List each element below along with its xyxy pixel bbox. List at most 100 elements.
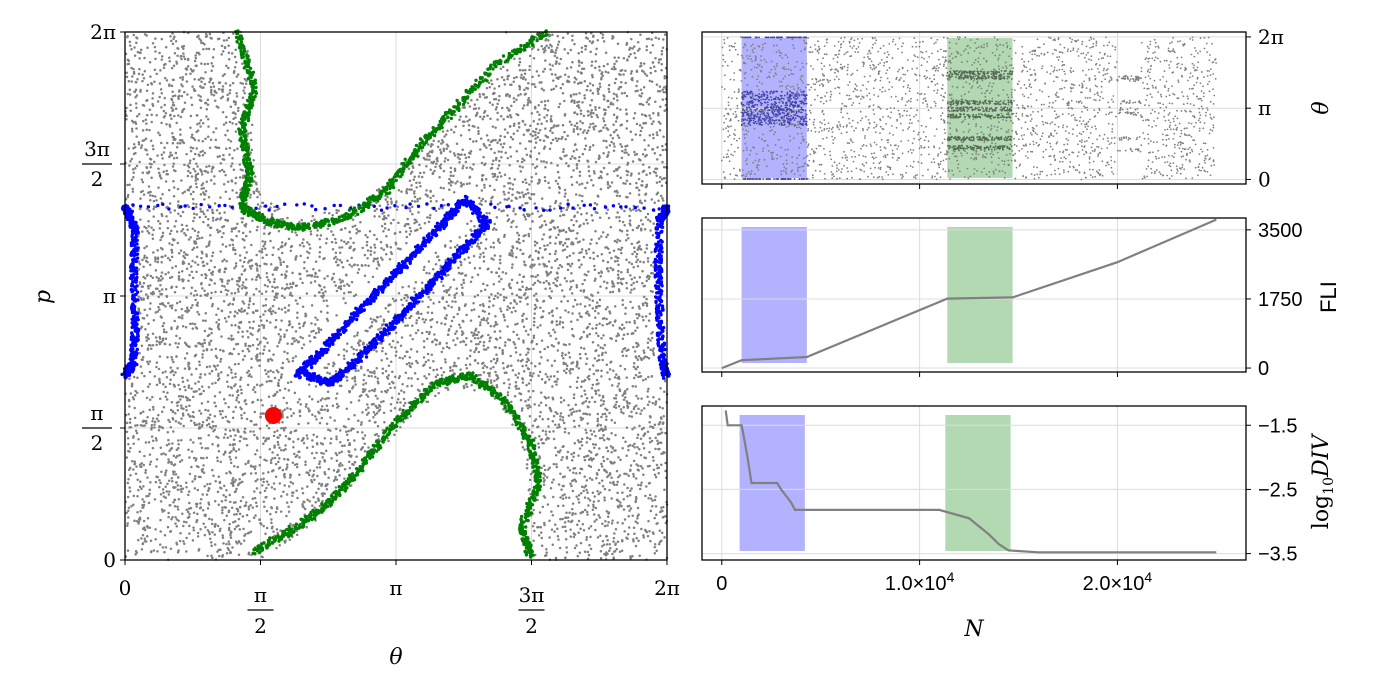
chaotic-point [581,282,584,286]
chaotic-point [658,529,662,532]
chaotic-point [347,417,350,421]
chaotic-point [556,43,560,46]
chaotic-point [632,472,635,476]
chaotic-point [384,369,388,373]
chaotic-point [250,366,253,369]
chaotic-point [258,427,262,430]
chaotic-point [273,277,276,281]
chaotic-point [446,386,449,390]
chaotic-point [271,457,274,460]
chaotic-point [601,36,604,40]
chaotic-point [554,179,558,183]
chaotic-point [645,45,649,48]
chaotic-point [318,245,322,249]
chaotic-point [243,246,246,249]
chaotic-point [602,459,606,463]
chaotic-point [256,203,260,206]
chaotic-point [225,380,229,383]
chaotic-point [242,260,246,264]
chaotic-point [276,429,279,432]
chaotic-point [556,534,560,538]
chaotic-point [149,539,153,542]
chaotic-point [235,95,239,98]
chaotic-point [207,530,211,534]
chaotic-point [154,260,157,263]
chaotic-point [425,189,428,192]
chaotic-point [298,414,302,418]
chaotic-point [578,409,582,412]
chaotic-point [290,414,293,418]
chaotic-point [596,115,599,119]
chaotic-point [493,87,496,90]
chaotic-point [602,438,606,442]
chaotic-point [197,139,201,142]
chaotic-point [618,73,621,76]
chaotic-point [255,287,258,291]
chaotic-point [222,542,225,545]
chaotic-point [656,521,659,525]
chaotic-point [465,166,469,170]
chaotic-point [572,451,576,455]
chaotic-point [421,317,425,321]
chaotic-point [287,237,291,241]
chaotic-point [286,342,289,345]
chaotic-point [169,378,172,381]
chaotic-point [636,445,639,449]
chaotic-point [584,352,587,356]
chaotic-point [200,273,204,277]
chaotic-point [338,451,341,455]
chaotic-point [506,106,509,110]
chaotic-point [575,181,579,184]
chaotic-point [551,131,554,135]
chaotic-point [493,330,497,333]
chaotic-point [583,496,587,499]
chaotic-point [542,89,546,92]
chaotic-point [655,174,658,177]
chaotic-point [602,119,606,123]
chaotic-point [195,213,199,216]
chaotic-point [554,51,557,55]
chaotic-point [365,240,369,244]
chaotic-point [283,350,286,353]
chaotic-point [558,263,562,267]
chaotic-point [248,326,252,329]
chaotic-point [413,287,416,290]
chaotic-point [490,79,493,82]
chaotic-point [259,315,262,319]
chaotic-point [198,360,201,364]
chaotic-point [243,427,247,430]
chaotic-point [326,304,329,308]
chaotic-point [591,144,595,147]
chaotic-point [545,265,549,268]
chaotic-point [655,513,658,516]
chaotic-point [269,512,272,516]
chaotic-point [350,280,354,284]
chaotic-point [426,154,429,158]
chaotic-point [418,171,422,175]
chaotic-point [245,234,248,238]
chaotic-point [235,75,239,78]
chaotic-point [588,314,591,317]
chaotic-point [589,535,592,539]
chaotic-point [167,511,170,515]
chaotic-point [518,165,522,168]
chaotic-point [548,241,552,245]
chaotic-point [564,353,567,356]
chaotic-point [297,422,300,426]
chaotic-point [387,228,390,232]
chaotic-point [248,297,252,300]
chaotic-point [515,294,519,297]
chaotic-point [155,339,159,343]
chaotic-point [489,147,493,151]
chaotic-point [129,426,133,429]
chaotic-point [202,187,206,190]
chaotic-point [345,349,348,353]
chaotic-point [237,352,240,356]
chaotic-point [534,137,537,140]
chaotic-point [380,224,384,228]
chaotic-point [172,180,175,183]
chaotic-point [240,287,244,290]
chaotic-point [477,132,480,136]
chaotic-point [432,368,435,372]
chaotic-point [229,434,232,438]
